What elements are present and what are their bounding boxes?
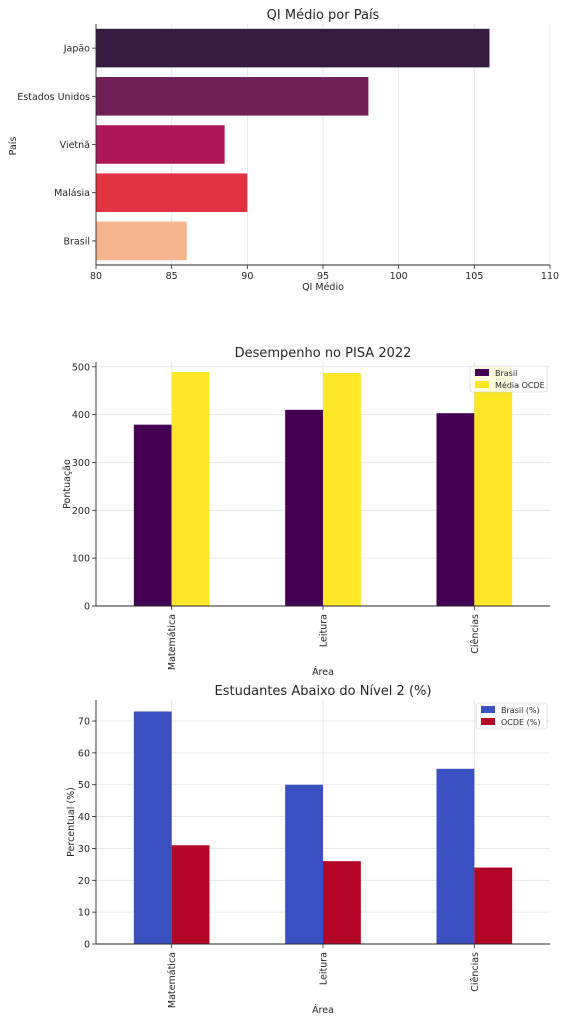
chart3-x-tick-label: Ciências: [470, 952, 481, 992]
chart3-legend-swatch-brasil: [481, 706, 495, 713]
chart2-bar-media-ocde-matematica: [171, 372, 210, 606]
chart1-y-axis-label: País: [8, 137, 19, 156]
chart3-y-axis-label: Percentual (%): [66, 787, 77, 857]
chart3-bar-ocde-matematica: [171, 845, 210, 944]
chart1-y-tick-label: Vietnã: [60, 140, 90, 151]
chart2-y-tick-label: 500: [72, 362, 90, 373]
chart3-legend-label-ocde: OCDE (%): [501, 718, 540, 727]
chart3-x-tick-label: Matemática: [167, 952, 178, 1008]
chart3-bar-brasil-matematica: [133, 711, 172, 944]
chart2-y-tick-label: 300: [72, 458, 90, 469]
chart-iq-by-country: QI Médio por País Japão Estados Unidos Vie…: [8, 8, 559, 293]
chart2-y-tick-label: 0: [84, 602, 90, 613]
chart2-x-tick-label: Matemática: [167, 614, 178, 670]
chart2-y-ticks: 0 100 200 300 400 500: [72, 362, 96, 613]
chart3-bar-ocde-ciencias: [474, 867, 513, 944]
chart2-title: Desempenho no PISA 2022: [235, 346, 412, 361]
chart3-x-tick-label: Leitura: [319, 952, 330, 985]
chart2-legend-label-brasil: Brasil: [495, 369, 517, 378]
chart2-legend: Brasil Média OCDE: [469, 365, 548, 393]
chart1-x-tick-label: 100: [390, 271, 408, 282]
chart3-y-tick-label: 0: [84, 940, 90, 951]
chart3-bar-ocde-leitura: [323, 861, 361, 944]
chart3-title: Estudantes Abaixo do Nível 2 (%): [215, 684, 432, 699]
chart1-bar-estados-unidos: [96, 77, 369, 116]
chart-pisa-2022: Desempenho no PISA 2022 0 100 200 300 400 500…: [62, 346, 550, 678]
chart3-bars: [133, 711, 513, 944]
chart1-y-ticks: Japão Estados Unidos Vietnã Malásia Brasil: [17, 44, 96, 247]
chart3-x-ticks: Matemática Leitura Ciências: [167, 944, 481, 1008]
chart2-bar-brasil-ciencias: [436, 413, 475, 606]
chart2-x-tick-label: Ciências: [470, 614, 481, 654]
chart2-y-axis-label: Pontuação: [62, 459, 73, 509]
chart2-y-tick-label: 100: [72, 554, 90, 565]
chart1-x-axis-label: QI Médio: [302, 282, 344, 293]
chart1-y-tick-label: Brasil: [64, 236, 90, 247]
chart3-y-tick-label: 30: [78, 844, 90, 855]
chart2-x-ticks: Matemática Leitura Ciências: [167, 606, 481, 670]
chart2-legend-label-ocde: Média OCDE: [495, 380, 545, 390]
chart3-y-tick-label: 20: [78, 876, 90, 887]
chart1-y-tick-label: Estados Unidos: [17, 92, 90, 103]
chart1-y-tick-label: Malásia: [54, 188, 90, 199]
chart3-y-ticks: 0 10 20 30 40 50 60 70: [78, 717, 96, 951]
chart1-bar-japao: [96, 28, 490, 68]
chart3-y-tick-label: 60: [78, 748, 90, 759]
chart1-x-tick-label: 95: [317, 271, 329, 282]
chart2-bar-media-ocde-leitura: [323, 373, 361, 606]
chart1-x-tick-label: 90: [241, 271, 253, 282]
chart3-y-tick-label: 10: [78, 908, 90, 919]
chart3-bar-brasil-leitura: [285, 784, 323, 944]
chart2-legend-swatch-brasil: [475, 369, 489, 376]
chart-students-below-level-2: Estudantes Abaixo do Nível 2 (%) 0 10 20 30…: [66, 684, 550, 1016]
chart3-legend-label-brasil: Brasil (%): [501, 706, 540, 715]
chart1-x-tick-label: 110: [541, 271, 559, 282]
chart1-x-tick-label: 80: [90, 271, 102, 282]
chart3-x-axis-label: Área: [312, 1004, 334, 1016]
chart1-bar-malasia: [96, 173, 248, 212]
chart1-x-tick-label: 85: [166, 271, 178, 282]
chart2-x-axis-label: Área: [312, 666, 334, 678]
chart2-bars: [133, 366, 513, 606]
chart2-bar-media-ocde-ciencias: [474, 366, 513, 606]
chart3-y-tick-label: 70: [78, 717, 90, 728]
chart1-y-tick-label: Japão: [63, 44, 90, 55]
chart2-legend-swatch-ocde: [475, 381, 489, 388]
chart1-x-tick-label: 105: [465, 271, 483, 282]
chart1-bar-vietna: [96, 125, 225, 164]
chart2-y-tick-label: 200: [72, 506, 90, 517]
chart1-bar-brasil: [96, 221, 187, 261]
chart3-y-tick-label: 50: [78, 780, 90, 791]
chart3-legend: Brasil (%) OCDE (%): [475, 702, 548, 730]
chart2-bar-brasil-matematica: [133, 424, 172, 606]
chart3-y-tick-label: 40: [78, 812, 90, 823]
chart1-title: QI Médio por País: [267, 8, 380, 23]
chart3-bar-brasil-ciencias: [436, 768, 475, 944]
chart2-y-tick-label: 400: [72, 410, 90, 421]
chart1-bars: [96, 28, 490, 261]
chart3-legend-swatch-ocde: [481, 718, 495, 725]
chart1-x-ticks: 80 85 90 95 100 105 110: [90, 265, 559, 282]
chart2-bar-brasil-leitura: [285, 409, 323, 606]
chart2-x-tick-label: Leitura: [319, 614, 330, 647]
chart2-legend-frame: [469, 365, 548, 393]
